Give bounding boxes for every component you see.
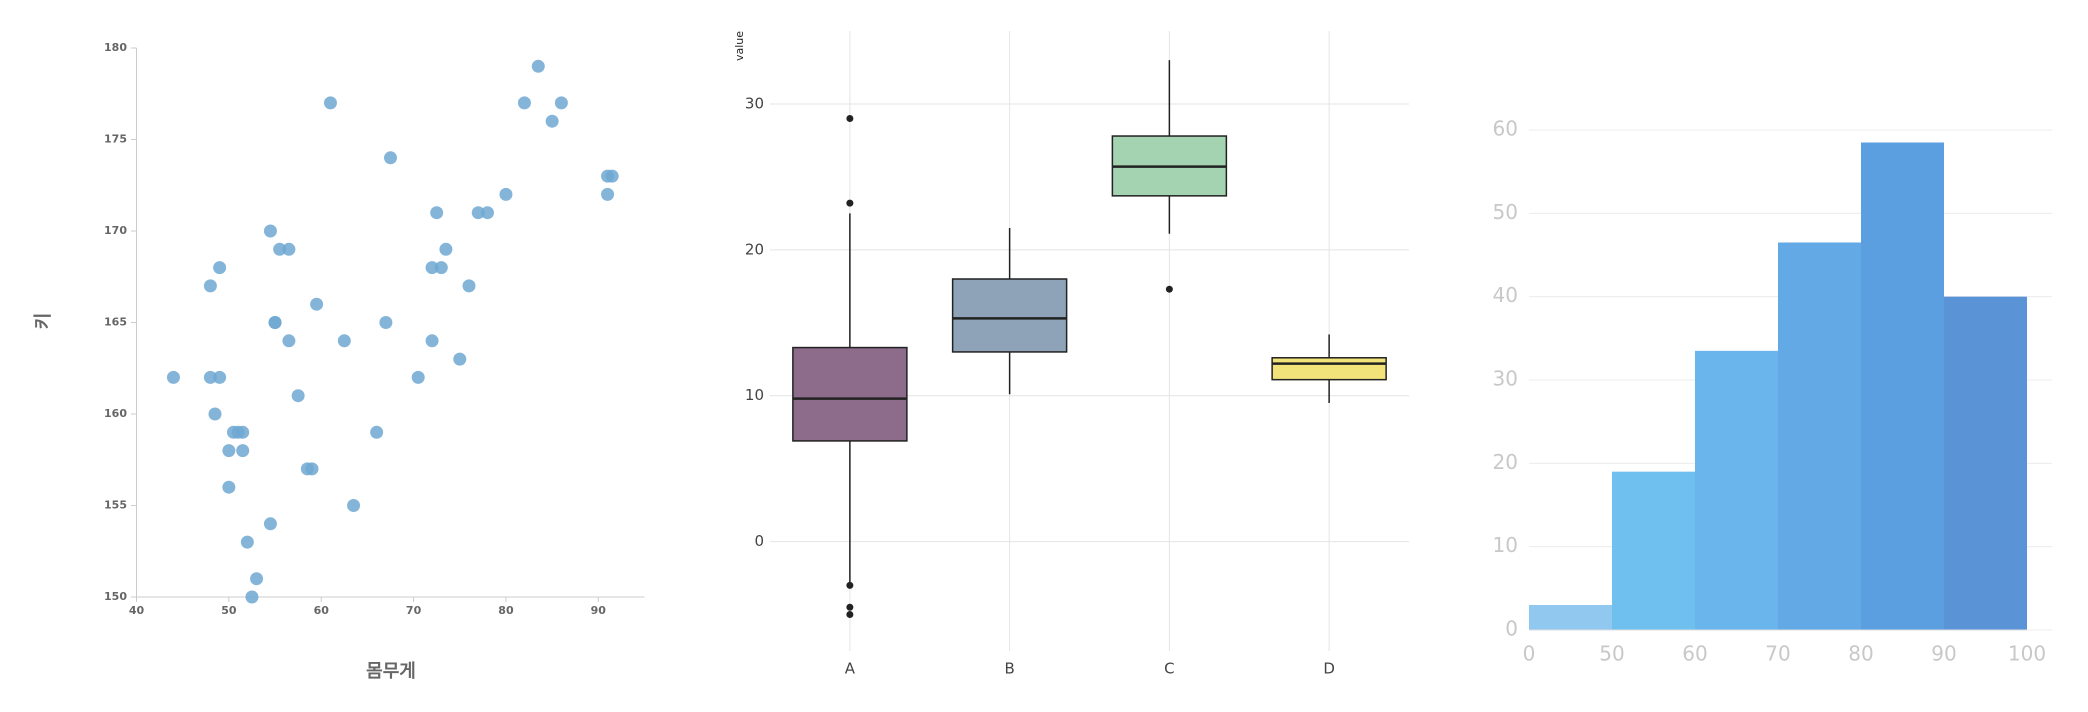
y-tick-label: 170 [104,224,127,237]
point [430,206,444,220]
y-tick-label: 155 [104,499,127,512]
bar [1695,350,1778,630]
y-tick-label: 20 [745,240,764,258]
point [471,206,485,220]
point [411,370,425,384]
point [605,169,619,183]
point [222,444,236,458]
point [291,389,305,403]
outlier [846,581,854,589]
outlier [1165,285,1173,293]
point [263,517,277,531]
x-tick-label: D [1323,660,1335,678]
y-axis-title: 키 [33,313,54,330]
y-tick-label: 160 [104,407,127,420]
x-tick-label: 100 [2008,642,2046,666]
bar [1944,296,2027,630]
point [531,59,545,73]
point [273,242,287,256]
point [601,187,615,201]
x-axis-title: 몸무게 [366,661,416,682]
y-tick-label: 60 [1493,117,1518,141]
point [425,334,439,348]
y-tick-label: 40 [1493,283,1518,307]
point [282,334,296,348]
point [222,480,236,494]
x-tick-label: B [1004,660,1014,678]
bar [1529,605,1612,630]
point [203,370,217,384]
y-tick-label: 50 [1493,200,1518,224]
y-tick-label: 30 [1493,367,1518,391]
point [462,279,476,293]
point [268,316,282,329]
point [480,206,494,220]
x-tick-label: 40 [129,604,145,617]
point [545,114,559,128]
x-tick-label: 0 [1523,642,1536,666]
point [517,96,531,110]
box [792,346,908,442]
box [1271,357,1387,381]
point [236,425,250,439]
outlier [846,611,854,619]
y-tick-label: 0 [1505,617,1518,641]
point [245,590,259,604]
box [951,278,1068,353]
x-tick-label: C [1164,660,1174,678]
point [347,499,361,512]
point [282,242,296,256]
point [263,224,277,238]
outlier [846,603,854,611]
point [439,242,453,256]
point [384,151,397,165]
x-tick-label: 90 [591,604,607,617]
point [323,96,337,110]
y-tick-label: 10 [1493,533,1518,557]
x-tick-label: 80 [498,604,514,617]
bar [1612,471,1695,630]
bar [1778,242,1861,630]
x-tick-label: 60 [314,604,330,617]
point [305,462,319,476]
point [453,352,467,366]
outlier [846,115,854,123]
point [554,96,568,110]
point [208,407,222,421]
point [213,261,227,275]
x-tick-label: 50 [1599,642,1624,666]
x-tick-label: 60 [1682,642,1707,666]
x-tick-label: 90 [1931,642,1956,666]
outlier [846,199,854,207]
y-tick-label: 180 [104,41,127,54]
x-tick-label: 80 [1848,642,1873,666]
point [434,261,448,275]
bar [1861,142,1944,630]
y-tick-label: 165 [104,316,127,329]
point [425,261,439,275]
x-tick-label: 50 [221,604,237,617]
point [203,279,217,293]
point [499,187,513,201]
point [250,572,264,586]
x-tick-label: 70 [1765,642,1790,666]
point [213,370,227,384]
x-tick-label: 70 [406,604,422,617]
y-tick-label: 10 [745,386,764,404]
point [370,425,384,439]
y-tick-label: 150 [104,590,127,603]
y-tick-label: 0 [754,532,764,550]
x-tick-label: A [845,660,856,678]
point [379,316,393,329]
point [337,334,351,348]
point [240,535,254,549]
y-tick-label: 175 [104,133,127,146]
point [310,297,324,311]
y-tick-label: 20 [1493,450,1518,474]
point [236,444,250,458]
point [166,370,180,384]
y-tick-label: 30 [745,94,764,112]
y-axis-title: value [733,31,746,61]
